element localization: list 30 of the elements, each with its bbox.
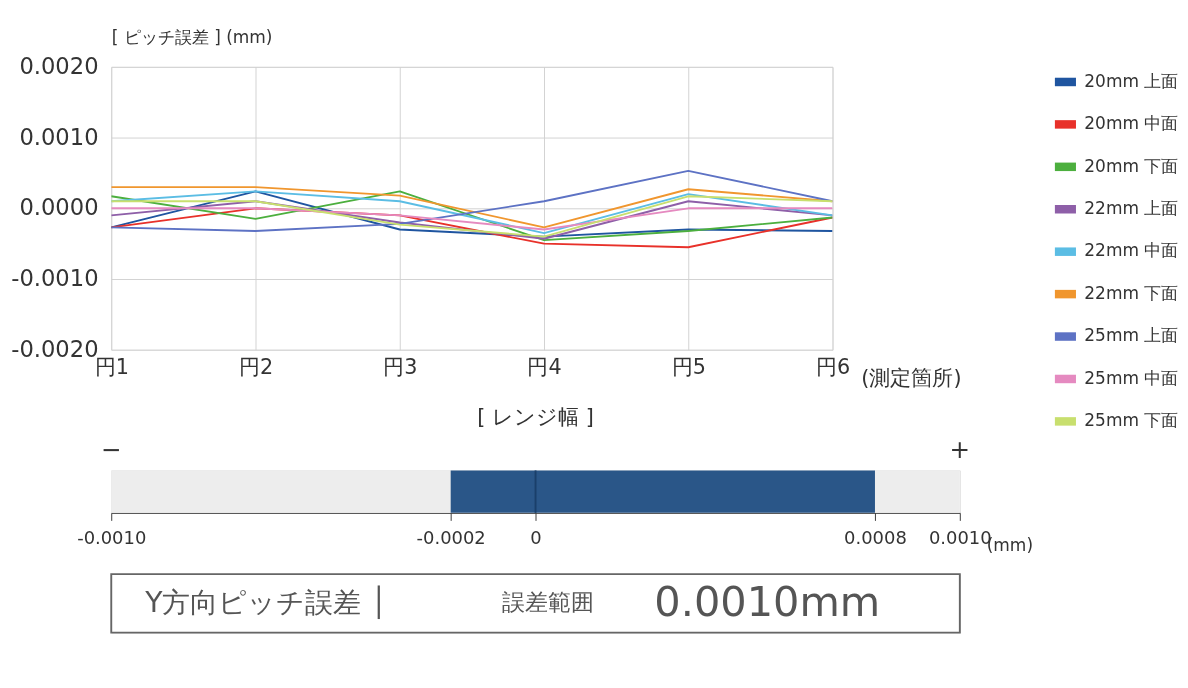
x-tick-label: 円3	[383, 354, 418, 379]
y-axis-title: [ ピッチ誤差 ] (mm)	[111, 26, 273, 47]
x-tick-label: 円5	[671, 354, 706, 379]
y-tick-label: 0.0020	[19, 52, 99, 79]
y-tick-label: 0.0000	[19, 194, 99, 221]
legend-label: 20mm 下面	[1084, 155, 1179, 176]
text: 0.0010mm	[654, 576, 881, 626]
y-tick-label: 0.0010	[19, 123, 99, 150]
x-tick-label: 円4	[527, 354, 562, 379]
text: −	[100, 435, 122, 465]
text: Y方向ピッチ誤差 │	[144, 584, 388, 620]
x-tick-label: 0	[530, 527, 542, 549]
x-tick-label: 円2	[238, 354, 274, 379]
text: 誤差範囲	[501, 588, 594, 615]
text: +	[949, 435, 971, 465]
x-tick-label: 円6	[815, 354, 851, 379]
legend-label: 25mm 中面	[1084, 367, 1179, 388]
legend-label: 22mm 上面	[1084, 197, 1179, 218]
legend-label: 22mm 中面	[1084, 240, 1179, 261]
x-tick-label: -0.0010	[77, 527, 147, 549]
legend-label: 25mm 上面	[1084, 325, 1179, 346]
legend-label: 22mm 下面	[1084, 282, 1179, 303]
x-tick-label: 0.0008	[844, 527, 907, 549]
legend-label: 20mm 中面	[1084, 113, 1179, 134]
legend-label: 20mm 上面	[1084, 70, 1179, 91]
x-tick-label: -0.0002	[416, 527, 486, 549]
legend-label: 25mm 下面	[1084, 410, 1179, 431]
y-tick-label: -0.0010	[11, 265, 99, 292]
x-axis-title: (測定箇所)	[861, 366, 962, 391]
chart-title: [ レンジ幅 ]	[477, 405, 594, 430]
